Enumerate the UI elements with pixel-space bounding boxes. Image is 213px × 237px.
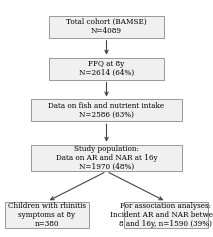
FancyBboxPatch shape [31,145,182,171]
FancyBboxPatch shape [5,201,89,228]
FancyBboxPatch shape [31,99,182,121]
FancyBboxPatch shape [124,201,208,228]
FancyBboxPatch shape [49,58,164,80]
Text: Total cohort (BAMSE)
N=4089: Total cohort (BAMSE) N=4089 [66,18,147,35]
Text: FFQ at 8y
N=2614 (64%): FFQ at 8y N=2614 (64%) [79,60,134,77]
Text: Study population:
Data on AR and NAR at 16y
N=1970 (48%): Study population: Data on AR and NAR at … [56,145,157,171]
FancyBboxPatch shape [49,16,164,38]
Text: For association analyses:
Incident AR and NAR between
8 and 16y, n=1590 (39%): For association analyses: Incident AR an… [110,202,213,228]
Text: Data on fish and nutrient intake
N=2586 (63%): Data on fish and nutrient intake N=2586 … [48,102,165,119]
Text: Children with rhinitis
symptoms at 8y
n=380: Children with rhinitis symptoms at 8y n=… [8,202,86,228]
